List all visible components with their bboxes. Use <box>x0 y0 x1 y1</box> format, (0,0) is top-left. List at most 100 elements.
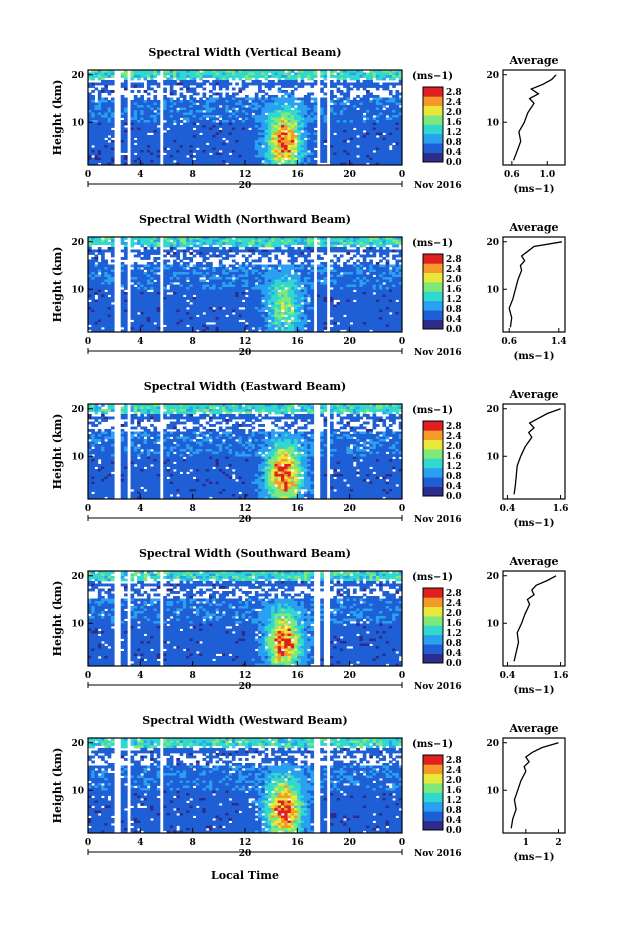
heatmap-cell <box>166 289 171 293</box>
heatmap-cell <box>169 92 174 96</box>
heatmap-cell <box>88 327 92 330</box>
heatmap-cell <box>150 142 154 146</box>
heatmap-cell <box>163 127 167 131</box>
heatmap-cell <box>287 80 292 83</box>
heatmap-cell <box>277 299 282 303</box>
heatmap-cell <box>280 80 285 83</box>
heatmap-cell <box>218 135 223 138</box>
heatmap-cell <box>248 160 252 163</box>
heatmap-cell <box>307 145 311 148</box>
heatmap-cell <box>277 319 282 323</box>
heatmap-cell <box>153 102 158 106</box>
heatmap-cell <box>199 237 203 240</box>
heatmap-cell <box>153 274 158 278</box>
heatmap-cell <box>182 145 187 148</box>
heatmap-cell <box>271 249 275 253</box>
heatmap-cell <box>163 274 167 278</box>
heatmap-cell <box>186 244 190 248</box>
heatmap-cell <box>287 284 292 288</box>
heatmap-cell <box>91 97 95 101</box>
heatmap-cell <box>303 140 308 143</box>
heatmap-cell <box>195 145 200 148</box>
colorbar-tick-label: 2.8 <box>446 88 462 98</box>
heatmap-cell <box>280 312 285 315</box>
heatmap-cell <box>254 279 259 283</box>
heatmap-cell <box>97 307 102 310</box>
heatmap-cell <box>300 274 305 278</box>
heatmap-cell <box>290 294 295 298</box>
heatmap-cell <box>88 97 92 101</box>
heatmap-cell <box>91 294 95 298</box>
heatmap-cell <box>284 284 288 288</box>
heatmap-cell <box>163 90 167 93</box>
heatmap-cell <box>189 112 194 116</box>
heatmap-cell <box>133 297 138 300</box>
heatmap-cell <box>245 314 249 318</box>
heatmap-cell <box>307 147 311 151</box>
heatmap-cell <box>199 292 203 295</box>
heatmap-cell <box>123 70 128 73</box>
heatmap-cell <box>189 97 194 101</box>
heatmap-cell <box>104 145 109 148</box>
heatmap-cell <box>267 82 272 86</box>
heatmap-cell <box>359 160 364 163</box>
heatmap-cell <box>215 82 220 86</box>
heatmap-cell <box>202 107 207 111</box>
heatmap-cell <box>235 289 239 293</box>
heatmap-cell <box>254 302 259 305</box>
heatmap-cell <box>179 150 184 153</box>
heatmap-cell <box>137 140 141 143</box>
heatmap-cell <box>179 145 184 148</box>
heatmap-cell <box>222 120 226 123</box>
heatmap-cell <box>284 329 288 333</box>
heatmap-cell <box>235 162 239 166</box>
heatmap-cell <box>241 244 246 248</box>
heatmap-cell <box>173 262 177 265</box>
heatmap-cell <box>209 145 213 148</box>
heatmap-cell <box>346 97 351 101</box>
heatmap-cell <box>294 304 298 308</box>
heatmap-cell <box>369 115 373 118</box>
heatmap-cell <box>218 269 223 273</box>
heatmap-cell <box>101 309 105 313</box>
heatmap-cell <box>254 287 259 290</box>
heatmap-cell <box>251 317 256 320</box>
heatmap-cell <box>88 304 92 308</box>
heatmap-cell <box>303 110 308 113</box>
heatmap-cell <box>366 100 370 103</box>
heatmap-cell <box>120 110 125 113</box>
heatmap-cell <box>133 157 138 161</box>
heatmap-cell <box>189 140 194 143</box>
heatmap-cell <box>173 130 177 133</box>
heatmap-cell <box>245 85 249 88</box>
heatmap-cell <box>339 105 344 108</box>
heatmap-cell <box>137 319 141 323</box>
heatmap-cell <box>261 82 266 86</box>
heatmap-cell <box>101 282 105 285</box>
heatmap-cell <box>110 319 115 323</box>
heatmap-cell <box>231 244 236 248</box>
heatmap-cell <box>225 130 230 133</box>
heatmap-cell <box>235 150 239 153</box>
heatmap-cell <box>179 155 184 158</box>
heatmap-cell <box>209 135 213 138</box>
heatmap-cell <box>186 102 190 106</box>
heatmap-cell <box>395 130 400 133</box>
heatmap-cell <box>372 75 377 78</box>
heatmap-cell <box>362 107 367 111</box>
heatmap-cell <box>313 152 318 156</box>
heatmap-cell <box>287 82 292 86</box>
heatmap-cell <box>189 75 194 78</box>
heatmap-cell <box>277 112 282 116</box>
heatmap-cell <box>88 237 92 240</box>
heatmap-cell <box>153 162 158 166</box>
heatmap-cell <box>212 267 216 270</box>
heatmap-cell <box>199 107 203 111</box>
heatmap-cell <box>202 137 207 141</box>
heatmap-cell <box>202 247 207 250</box>
heatmap-cell <box>356 70 360 73</box>
heatmap-cell <box>274 155 279 158</box>
heatmap-cell <box>310 152 315 156</box>
heatmap-cell <box>284 72 288 76</box>
heatmap-cell <box>88 122 92 126</box>
